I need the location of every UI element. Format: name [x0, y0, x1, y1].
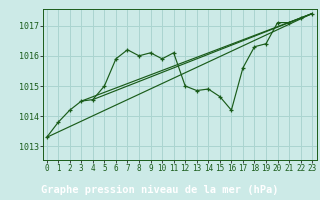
Text: Graphe pression niveau de la mer (hPa): Graphe pression niveau de la mer (hPa) — [41, 185, 279, 195]
